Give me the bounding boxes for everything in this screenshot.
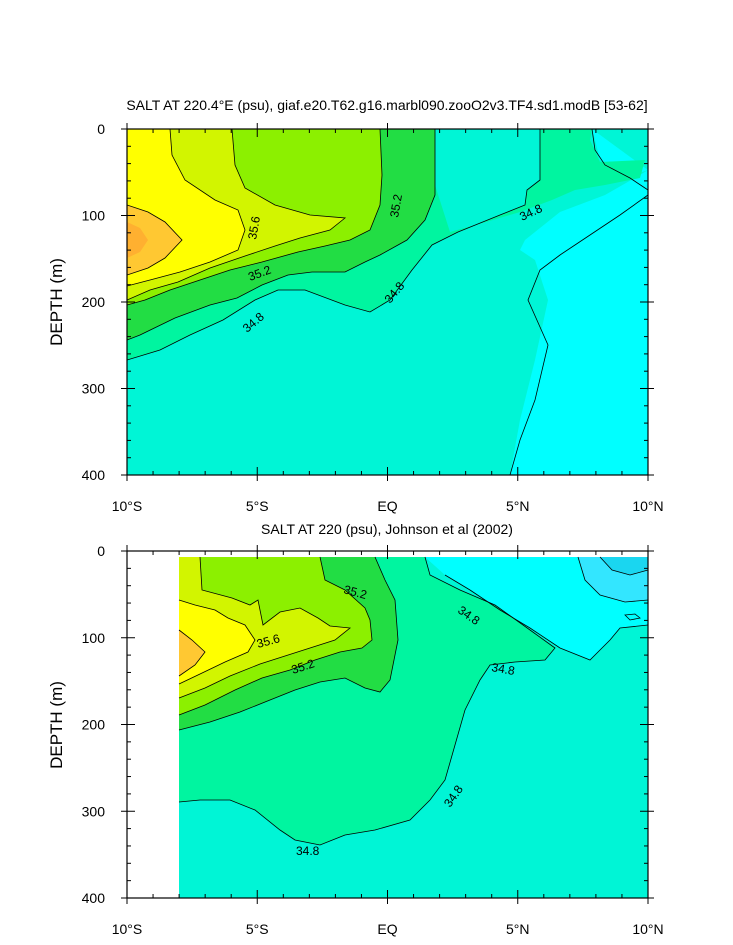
p2-contour xyxy=(178,629,206,677)
p2-contour xyxy=(577,556,649,603)
p2-contour xyxy=(599,556,649,576)
p1-contour xyxy=(126,129,436,341)
p2-clabel: 35.2 xyxy=(290,656,317,677)
p1-contour xyxy=(126,128,347,301)
x-tick-label: 5°N xyxy=(506,921,530,937)
p1-clabel: 35.2 xyxy=(387,193,405,219)
panel-1-contour-lines xyxy=(126,128,649,476)
y-tick-label: 0 xyxy=(97,543,105,559)
y-tick-label: 400 xyxy=(82,467,106,483)
y-tick-label: 100 xyxy=(82,208,106,224)
x-tick-label: 5°S xyxy=(246,921,269,937)
p1-contour xyxy=(126,128,246,287)
x-tick-label: EQ xyxy=(377,498,397,514)
x-tick-label: EQ xyxy=(377,921,397,937)
p2-contour xyxy=(178,556,556,846)
x-tick-label: 10°N xyxy=(632,921,663,937)
panel-2-contour-lines xyxy=(178,556,649,846)
panel-2-ylabel: DEPTH (m) xyxy=(47,681,66,769)
p1-band-core xyxy=(127,205,182,275)
p1-contour xyxy=(126,204,183,276)
p2-clabel: 34.8 xyxy=(490,660,516,678)
p2-contour xyxy=(624,613,641,621)
y-tick-label: 0 xyxy=(97,121,105,137)
p2-band-core xyxy=(179,630,205,676)
p2-contour xyxy=(178,556,352,699)
p2-contour xyxy=(444,574,649,661)
y-tick-label: 200 xyxy=(82,717,106,733)
panel-2-fills xyxy=(179,557,648,898)
x-tick-label: 10°S xyxy=(112,498,143,514)
y-tick-label: 300 xyxy=(82,803,106,819)
p1-contour xyxy=(126,129,541,361)
p2-band-3560 xyxy=(179,600,255,684)
panel-1-title: SALT AT 220.4°E (psu), giaf.e20.T62.g16.… xyxy=(126,97,647,113)
panel-2-ticks: 10°S 5°S EQ 5°N 10°N 0 100 200 300 400 xyxy=(82,543,664,937)
y-tick-label: 200 xyxy=(82,294,106,310)
p2-clabel: 35.2 xyxy=(342,582,368,602)
y-tick-label: 400 xyxy=(82,890,106,906)
p2-clabel: 34.8 xyxy=(296,844,320,858)
p2-clabel: 35.6 xyxy=(255,631,281,651)
x-tick-label: 10°N xyxy=(632,498,663,514)
p1-clabel: 35.6 xyxy=(245,215,263,241)
y-tick-label: 300 xyxy=(82,381,106,397)
p2-contour xyxy=(178,556,399,731)
panel-2-title: SALT AT 220 (psu), Johnson et al (2002) xyxy=(261,521,513,537)
x-tick-label: 5°S xyxy=(246,498,269,514)
panel-1: 35.6 35.2 35.2 34.8 34.8 34.8 10°S 5°S EQ 5… xyxy=(47,97,664,514)
panel-1-ticks: 10°S 5°S EQ 5°N 10°N 0 100 200 300 400 xyxy=(82,121,664,514)
p1-band-fresh xyxy=(510,129,648,475)
panel-2-contour-labels: 35.2 35.6 35.2 34.8 34.8 34.8 34.8 xyxy=(255,582,516,858)
y-tick-label: 100 xyxy=(82,630,106,646)
p1-contour xyxy=(509,194,649,476)
x-tick-label: 10°S xyxy=(112,921,143,937)
p2-contour xyxy=(178,599,256,685)
panel-1-ylabel: DEPTH (m) xyxy=(47,258,66,346)
p1-band-core2 xyxy=(127,222,148,258)
p1-contour xyxy=(126,128,383,306)
p2-contour xyxy=(178,556,373,716)
panel-1-fills xyxy=(127,129,648,475)
x-tick-label: 5°N xyxy=(506,498,530,514)
p2-band-fresh3 xyxy=(600,557,648,575)
panel-2: 35.2 35.6 35.2 34.8 34.8 34.8 34.8 10°S 5… xyxy=(47,521,664,937)
p1-contour xyxy=(591,128,649,191)
